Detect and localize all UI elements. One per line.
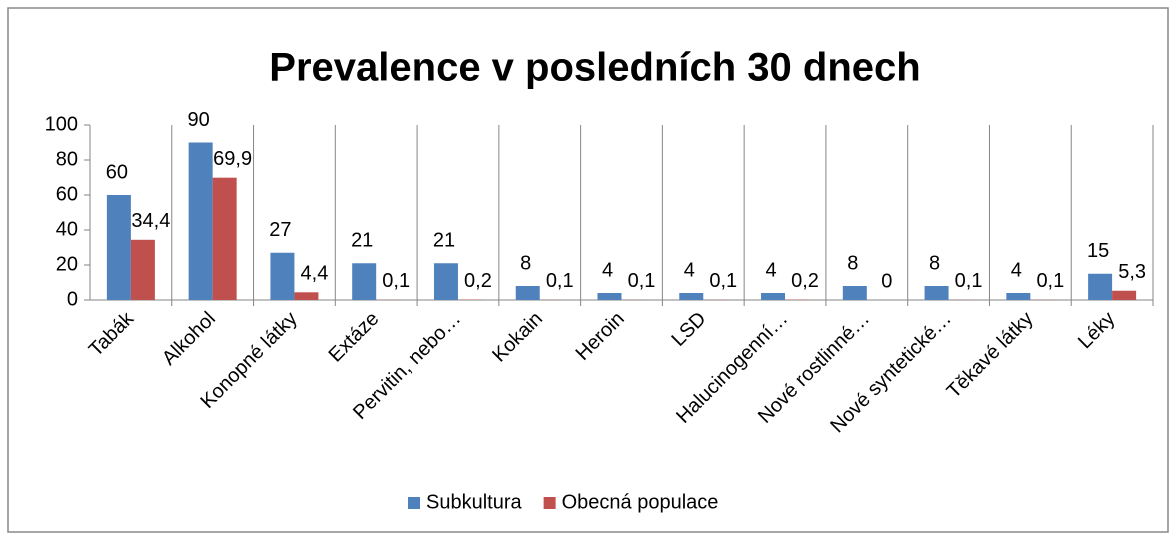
y-tick-label: 80 [56,148,78,170]
data-label: 5,3 [1118,261,1146,283]
data-label: 21 [351,230,373,252]
data-label: 8 [520,252,531,274]
bar [352,263,377,300]
data-label: 0,1 [382,270,410,292]
data-label: 4 [684,259,695,281]
data-label: 15 [1087,240,1109,262]
data-label: 4,4 [301,263,329,285]
bar [597,293,622,300]
data-label: 0,1 [1036,270,1064,292]
legend-swatch [408,497,420,509]
data-label: 0,2 [791,270,819,292]
data-label: 90 [188,109,210,131]
y-tick-label: 40 [56,218,78,240]
bar [679,293,704,300]
data-label: 4 [602,259,613,281]
bar [515,286,540,300]
bar [270,252,295,300]
legend-label: Subkultura [426,491,522,513]
data-label: 8 [847,252,858,274]
bar [433,263,458,300]
data-label: 60 [106,161,128,183]
data-label: 4 [1011,259,1022,281]
legend-label: Obecná populace [562,491,719,513]
chart-title: Prevalence v posledních 30 dnech [269,46,920,90]
data-label: 69,9 [213,148,252,170]
data-label: 0,1 [709,270,737,292]
bar [294,292,319,300]
y-tick-label: 60 [56,183,78,205]
data-label: 27 [269,219,291,241]
bar [130,239,155,300]
data-label: 34,4 [131,210,170,232]
bar [1112,290,1137,300]
y-tick-label: 0 [67,288,78,310]
data-label: 21 [433,230,455,252]
bar [1006,293,1031,300]
bar [842,286,867,300]
data-label: 0,1 [955,270,983,292]
data-label: 0,1 [546,270,574,292]
y-tick-label: 100 [45,113,78,135]
y-tick-label: 20 [56,253,78,275]
data-label: 0,2 [464,270,492,292]
bar [106,195,131,300]
bar [761,293,786,300]
bar [212,177,237,300]
bar [1088,273,1113,300]
data-label: 0,1 [628,270,656,292]
data-label: 0 [881,270,892,292]
legend-swatch [543,497,556,509]
data-label: 8 [929,252,940,274]
data-label: 4 [765,259,776,281]
bar [924,286,949,300]
bar [188,142,213,300]
